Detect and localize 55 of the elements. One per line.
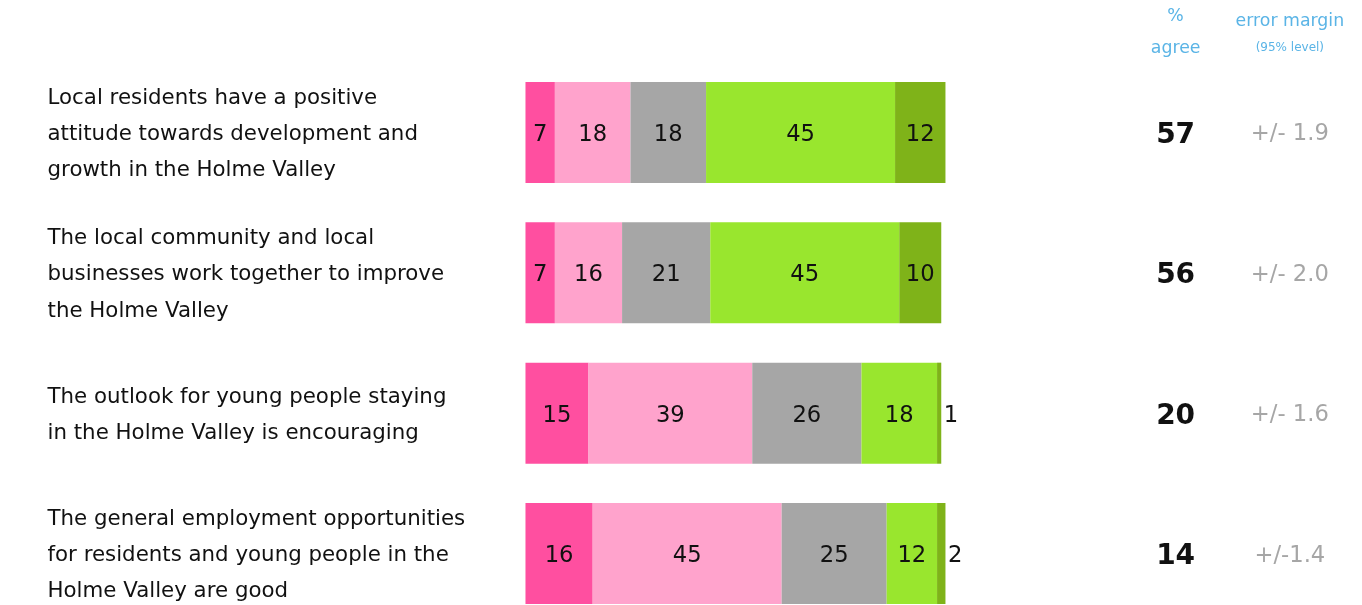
data-label: 25	[819, 541, 849, 568]
y-tick-label: The general employment opportunities for residents and young people in the Holme Valley are good	[46, 504, 466, 603]
data-label: 7	[532, 119, 548, 146]
bar	[525, 222, 555, 324]
data-label: 45	[672, 541, 702, 568]
data-label: 16	[574, 260, 603, 287]
bar	[622, 222, 711, 324]
data-label: 7	[532, 260, 548, 287]
bar	[861, 362, 938, 464]
data-label: 12	[905, 119, 935, 146]
text: 14	[1156, 538, 1196, 572]
bar	[525, 362, 589, 464]
text: +/- 1.9	[1250, 119, 1329, 146]
y-tick-label: The local community and local businesses work together to improve the Holme Valley	[46, 224, 445, 322]
data-label: 15	[542, 400, 572, 427]
data-label: 21	[651, 260, 681, 287]
bar	[886, 503, 938, 605]
data-label: 45	[786, 119, 815, 146]
data-label: 18	[653, 119, 683, 146]
bar	[630, 81, 707, 183]
bar	[895, 81, 946, 183]
bar	[706, 81, 896, 183]
text: 56	[1156, 257, 1196, 291]
text: 57	[1156, 116, 1196, 150]
data-label: 12	[897, 541, 927, 568]
bar	[554, 81, 631, 183]
text: +/- 2.0	[1250, 259, 1329, 286]
bar	[781, 503, 887, 605]
y-tick-label: Local residents have a positive attitude towards development and growth in the Holme Valley	[47, 83, 418, 182]
data-label: 18	[884, 400, 914, 427]
data-label: 10	[905, 260, 935, 287]
text: 20	[1156, 397, 1196, 431]
data-label: 1	[943, 400, 959, 427]
text: % agree	[1150, 5, 1201, 58]
bar	[554, 222, 623, 324]
text: (95% level)	[1255, 39, 1325, 54]
text: +/-1.4	[1254, 540, 1326, 567]
bar	[899, 222, 942, 324]
data-label: 16	[544, 541, 574, 568]
bar	[588, 362, 753, 464]
bar	[937, 503, 946, 605]
y-tick-label: The outlook for young people staying in the Holme Valley is encouraging	[46, 382, 447, 444]
data-label: 2	[947, 541, 963, 568]
data-label: 39	[655, 400, 685, 427]
bar	[525, 503, 593, 605]
bar	[525, 81, 555, 183]
data-label: 45	[790, 260, 820, 287]
bar	[937, 362, 942, 464]
data-label: 18	[578, 119, 608, 146]
text: error margin	[1235, 10, 1345, 31]
bar	[752, 362, 862, 464]
text: +/- 1.6	[1250, 400, 1329, 427]
bar	[710, 222, 900, 324]
bar	[592, 503, 782, 605]
data-label: 26	[792, 400, 822, 427]
